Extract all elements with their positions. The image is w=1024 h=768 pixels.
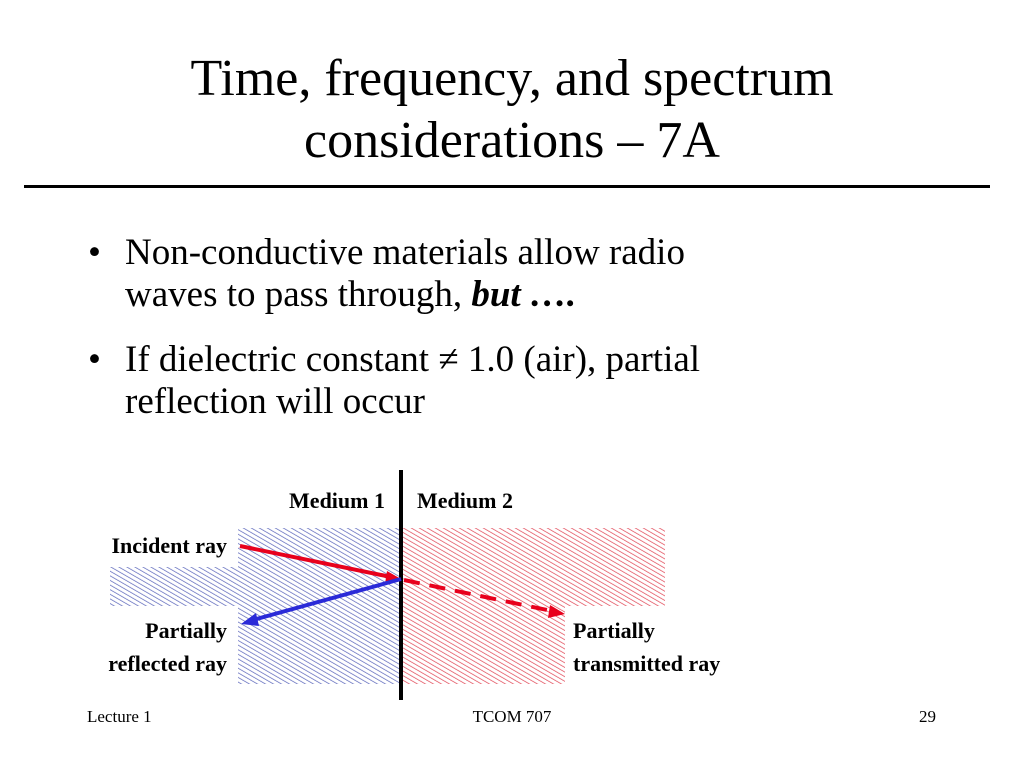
reflected-ray-label-line-1: Partially xyxy=(145,618,227,643)
footer-page-number: 29 xyxy=(919,707,936,726)
bullet-line-1: If dielectric constant ≠ 1.0 (air), part… xyxy=(125,339,701,380)
footer-lecture: Lecture 1 xyxy=(87,707,152,726)
slide-title: Time, frequency, and spectrum considerat… xyxy=(0,48,1024,172)
bullet-line-2: reflection will occur xyxy=(125,381,425,422)
bullet-line-1: Non-conductive materials allow radio xyxy=(125,232,685,273)
bullet-item: • Non-conductive materials allow radio w… xyxy=(88,232,988,316)
slide-title-line-1: Time, frequency, and spectrum xyxy=(190,50,834,107)
bullet-marker: • xyxy=(88,339,101,380)
reflected-ray-arrowhead xyxy=(241,613,259,626)
transmitted-ray-label-line-2: transmitted ray xyxy=(573,651,720,676)
medium-1-label: Medium 1 xyxy=(289,488,385,513)
incident-ray xyxy=(239,544,392,579)
title-underline xyxy=(24,185,990,188)
bullet-list: • Non-conductive materials allow radio w… xyxy=(88,232,988,446)
bullet-emphasis: but …. xyxy=(471,274,577,315)
transmitted-ray-arrowhead xyxy=(548,605,565,618)
bullet-line-2: waves to pass through, but …. xyxy=(125,274,988,316)
bullet-marker: • xyxy=(88,232,101,273)
bullet-text: waves to pass through, xyxy=(125,274,472,315)
transmitted-ray-label-line-1: Partially xyxy=(573,618,655,643)
medium-1-region xyxy=(110,528,400,684)
reflected-ray-label-line-2: reflected ray xyxy=(108,651,227,676)
bullet-item: • If dielectric constant ≠ 1.0 (air), pa… xyxy=(88,339,988,423)
slide-title-line-2: considerations – 7A xyxy=(304,112,720,169)
footer-course: TCOM 707 xyxy=(472,707,552,726)
incident-ray-label: Incident ray xyxy=(112,533,228,558)
medium-2-label: Medium 2 xyxy=(417,488,513,513)
reflected-ray xyxy=(252,577,402,622)
